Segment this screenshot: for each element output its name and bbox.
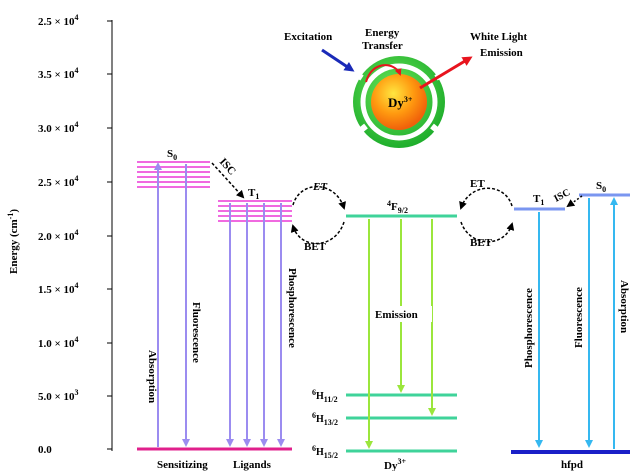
sensitizing-label: Sensitizing (157, 459, 208, 471)
ligand-t1-label: T1 (248, 187, 259, 201)
et-right-arrow (459, 187, 513, 210)
y-axis-title: Energy (cm-1) (6, 209, 20, 274)
y-axis: 0.0 5.0 × 103 1.0 × 104 1.5 × 104 2.0 × … (6, 13, 113, 456)
y-tick-label-4: 2.0 × 104 (38, 228, 79, 243)
y-ticks (107, 20, 112, 450)
h152-label: 6H15/2 (312, 444, 338, 460)
y-tick-label-0: 0.0 (38, 444, 52, 456)
hfpd-label: hfpd (561, 459, 583, 471)
et-left-arrow (292, 185, 346, 210)
emission-arrow (419, 56, 473, 90)
bet-right-arrow (460, 221, 515, 243)
emission-label: Emission (375, 309, 418, 321)
white-light-label-2: Emission (480, 47, 523, 59)
h112-label: 6H11/2 (312, 388, 338, 404)
bet-left-label: BET (304, 241, 327, 253)
y-tick-label-6: 3.0 × 104 (38, 120, 79, 135)
excitation-label: Excitation (284, 31, 332, 43)
y-tick-label-8: 2.5 × 104 (38, 13, 79, 28)
dy-section: Emission 4F9/2 6H11/2 6H13/2 6H15/2 Dy3+… (290, 178, 515, 471)
y-tick-label-7: 3.5 × 104 (38, 66, 79, 81)
hfpd-isc-arrow (566, 195, 583, 208)
y-tick-label-5: 2.5 × 104 (38, 174, 79, 189)
dy-bottom-label: Dy3+ (384, 457, 406, 471)
dy-core (371, 74, 427, 130)
ligand-fluorescence-label: Fluorescence (190, 302, 202, 363)
ligand-absorption-label: Absorption (146, 350, 158, 403)
hfpd-isc-label: ISC (552, 187, 572, 205)
inset-illustration: Dy3+ Excitation Energy Transfer White Li… (284, 27, 527, 148)
h132-label: 6H13/2 (312, 411, 338, 427)
hfpd-absorption-label: Absorption (618, 280, 630, 333)
et-left-label: ET (312, 181, 328, 193)
ligand-section: ISC S0 T1 Absorption Fluorescence Phosph… (137, 148, 298, 471)
ligand-phosphorescence-label: Phosphorescence (286, 268, 298, 348)
bet-left-arrow (290, 221, 345, 245)
hfpd-section: ISC T1 S0 Phosphorescence Fluorescence A… (511, 180, 630, 471)
hfpd-s0-label: S0 (596, 180, 606, 194)
energy-transfer-arrow (365, 64, 402, 83)
y-tick-label-1: 5.0 × 103 (38, 388, 79, 403)
ligands-label: Ligands (233, 459, 272, 471)
excitation-arrow (321, 48, 355, 72)
white-light-label-1: White Light (470, 31, 527, 43)
hfpd-phosphorescence-label: Phosphorescence (523, 288, 535, 368)
f92-label: 4F9/2 (387, 199, 408, 215)
et-right-label: ET (470, 178, 485, 190)
ligand-s0-label: S0 (167, 148, 177, 162)
energy-transfer-label-2: Transfer (362, 40, 403, 52)
core-ion-label: Dy3+ (388, 95, 413, 110)
white-ring (360, 63, 438, 141)
y-tick-label-3: 1.5 × 104 (38, 281, 79, 296)
energy-transfer-label-1: Energy (365, 27, 400, 39)
s0-band (137, 161, 210, 188)
ligand-isc-label: ISC (217, 156, 238, 178)
hfpd-fluorescence-label: Fluorescence (573, 287, 585, 348)
y-tick-label-2: 1.0 × 104 (38, 335, 79, 350)
hfpd-t1-label: T1 (533, 193, 544, 207)
bet-right-label: BET (470, 237, 493, 249)
ligand-isc-arrow (211, 162, 245, 199)
